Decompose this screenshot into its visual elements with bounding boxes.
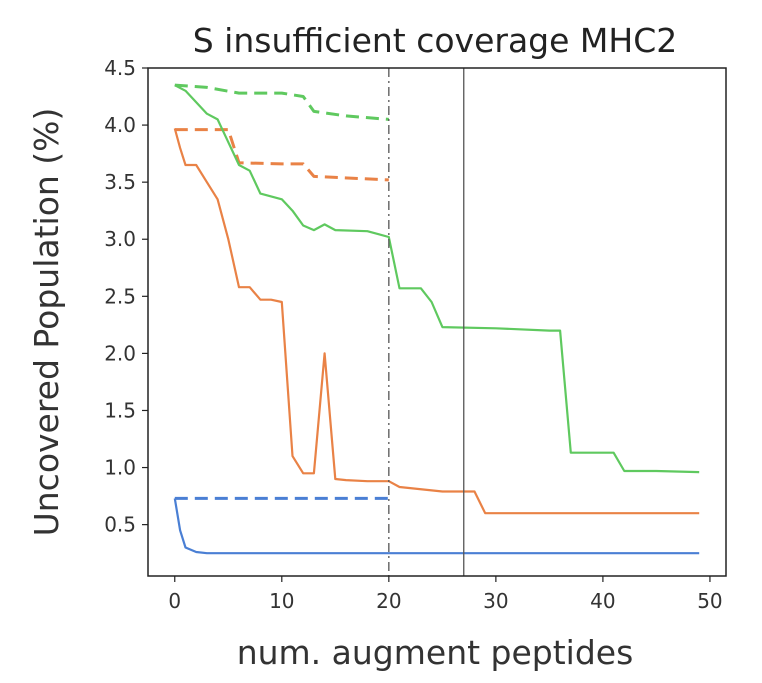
y-tick-label: 4.5	[104, 56, 136, 80]
series-line-3-solid	[173, 128, 700, 515]
x-axis-label: num. augment peptides	[237, 633, 634, 672]
x-tick-label: 40	[590, 589, 615, 613]
plot-frame	[147, 67, 727, 577]
y-axis-ticks: 0.5 1.0 1.5 2.0 2.5 3.0 3.5 4.0 4.5	[104, 56, 148, 537]
y-tick-label: 2.5	[104, 284, 136, 308]
y-tick-label: 3.0	[104, 227, 136, 251]
x-tick-label: 30	[483, 589, 508, 613]
chart-title: S insufficient coverage MHC2	[193, 21, 678, 60]
x-tick-label: 50	[697, 589, 722, 613]
y-tick-label: 2.0	[104, 341, 136, 365]
x-tick-label: 0	[168, 589, 181, 613]
y-tick-label: 3.5	[104, 170, 136, 194]
y-tick-label: 1.5	[104, 398, 136, 422]
x-tick-label: 20	[376, 589, 401, 613]
y-tick-label: 0.5	[104, 513, 136, 537]
series-line-4-dashed	[174, 128, 389, 182]
x-tick-label: 10	[269, 589, 294, 613]
series-line-5-solid	[174, 84, 700, 474]
series-line-1-solid	[173, 498, 700, 555]
series-layer	[173, 83, 700, 555]
y-tick-label: 4.0	[104, 113, 136, 137]
plot-area	[147, 67, 727, 577]
reference-lines	[388, 68, 465, 576]
y-axis-label: Uncovered Population (%)	[27, 108, 66, 537]
x-axis-ticks: 0 10 20 30 40 50	[168, 576, 723, 613]
y-tick-label: 1.0	[104, 456, 136, 480]
